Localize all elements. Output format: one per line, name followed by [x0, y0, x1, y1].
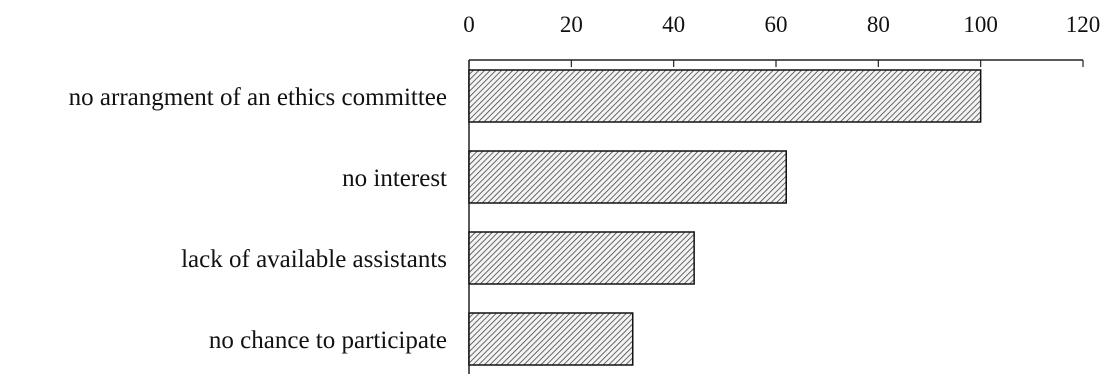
category-labels: no arrangment of an ethics committee no i… — [69, 84, 447, 354]
category-label: lack of available assistants — [181, 246, 447, 273]
x-tick-label: 80 — [867, 12, 890, 37]
category-label: no chance to participate — [209, 327, 447, 354]
bar-series — [468, 69, 982, 366]
bar — [468, 69, 982, 123]
category-label: no interest — [342, 165, 447, 192]
x-tick-label: 100 — [963, 12, 998, 37]
x-tick-label: 120 — [1066, 12, 1101, 37]
x-tick-label: 0 — [463, 12, 475, 37]
bar — [468, 231, 695, 285]
x-tick-label: 60 — [765, 12, 788, 37]
x-tick-label: 40 — [662, 12, 685, 37]
x-axis: 0 20 40 60 80 100 120 — [463, 12, 1100, 374]
bar — [468, 312, 634, 366]
category-label: no arrangment of an ethics committee — [69, 84, 447, 111]
bar — [468, 150, 787, 204]
x-tick-label: 20 — [560, 12, 583, 37]
